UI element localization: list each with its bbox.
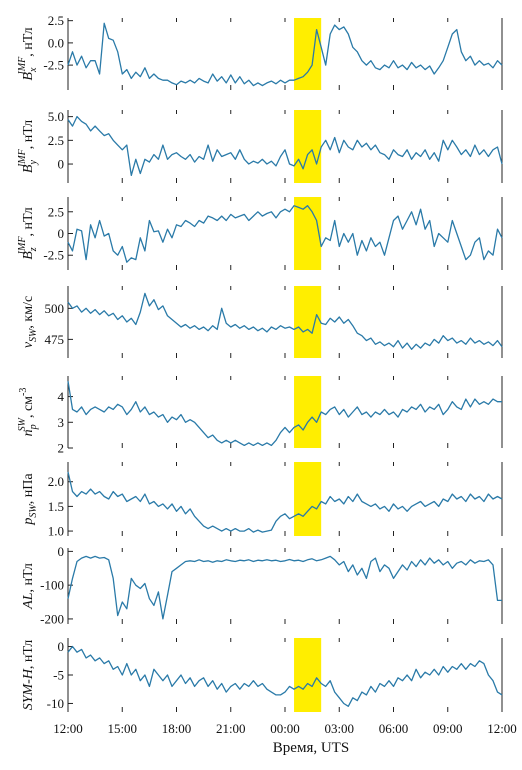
panel-6: 2.0 1.5 1.0 pSW, нПа [21, 462, 503, 539]
y-axis-label: BxIMF, нТл [17, 27, 39, 80]
y-tick-label: -2.5 [43, 58, 64, 73]
x-tick-label: 03:00 [324, 721, 354, 736]
y-tick-label: 0 [58, 157, 65, 172]
series-line [67, 645, 503, 707]
y-axis-label: AL, нТл [21, 563, 36, 610]
x-axis-title: Время, UTS [273, 740, 349, 756]
series-line [67, 115, 503, 177]
highlight-band [294, 462, 322, 536]
y-tick-label: -100 [40, 578, 64, 593]
y-tick-label: 500 [45, 301, 65, 316]
y-tick-label: 3 [58, 415, 65, 430]
y-tick-label: 1.0 [48, 524, 64, 539]
y-axis-label: vSW, км/с [21, 296, 39, 348]
y-tick-label: 5.0 [48, 109, 64, 124]
series-line [67, 471, 503, 533]
series-line [67, 555, 502, 620]
x-tick-label: 12:00 [53, 721, 83, 736]
y-tick-label: 2.5 [48, 204, 64, 219]
y-tick-label: -5 [53, 668, 64, 683]
x-tick-label: 06:00 [379, 721, 409, 736]
y-tick-label: 0.0 [48, 35, 64, 50]
y-axis-label: ByIMF, нТл [17, 120, 39, 173]
y-axis-label: SYM-H, нТл [21, 640, 36, 711]
y-tick-label: 2.0 [48, 474, 64, 489]
panel-8: 0 -5 -10 SYM-H, нТл [21, 638, 503, 712]
y-tick-label: 2 [58, 441, 65, 456]
panel-4: 500 475 vSW, км/с [21, 286, 503, 358]
y-tick-label: 0 [58, 226, 65, 241]
panel-7: 0 -100 -200 AL, нТл [21, 544, 503, 626]
x-axis: 12:00 15:00 18:00 21:00 00:00 03:00 06:00 09:00… [53, 721, 517, 736]
y-axis-label: BzIMF, нТл [17, 207, 39, 260]
y-tick-label: -10 [47, 696, 64, 711]
y-tick-label: 4 [58, 389, 65, 404]
highlight-band [294, 197, 322, 270]
highlight-band [294, 286, 322, 358]
highlight-band [294, 110, 322, 183]
x-tick-label: 00:00 [270, 721, 300, 736]
series-line [67, 205, 503, 263]
y-tick-label: 1.5 [48, 499, 64, 514]
x-tick-label: 15:00 [107, 721, 137, 736]
y-tick-label: 2.5 [48, 13, 64, 28]
x-tick-label: 12:00 [487, 721, 517, 736]
highlight-band [294, 638, 322, 712]
panel-3: 2.5 0 -2.5 BzIMF, нТл [17, 197, 503, 270]
highlight-band [294, 376, 322, 448]
y-tick-label: 0 [58, 639, 65, 654]
x-tick-label: 18:00 [162, 721, 192, 736]
y-tick-label: -2.5 [43, 248, 64, 263]
y-tick-label: 2.5 [48, 133, 64, 148]
y-tick-label: 0 [58, 544, 65, 559]
y-axis-label: pSW, нПа [21, 473, 39, 526]
series-line [67, 380, 502, 447]
y-tick-label: 475 [45, 332, 65, 347]
panel-5: 4 3 2 npSW, см-3 [17, 376, 503, 456]
panel-1: 2.5 0.0 -2.5 BxIMF, нТл [17, 13, 503, 90]
panel-2: 5.0 2.5 0 ByIMF, нТл [17, 109, 503, 183]
y-tick-label: -200 [40, 611, 64, 626]
panels-group: 2.5 0.0 -2.5 BxIMF, нТл 5.0 2.5 0 ByIMF, нТл 2.5… [17, 13, 503, 712]
series-line [67, 292, 503, 350]
x-tick-label: 21:00 [216, 721, 246, 736]
y-axis-label: npSW, см-3 [17, 388, 39, 437]
x-tick-label: 09:00 [433, 721, 463, 736]
series-line [67, 22, 503, 87]
